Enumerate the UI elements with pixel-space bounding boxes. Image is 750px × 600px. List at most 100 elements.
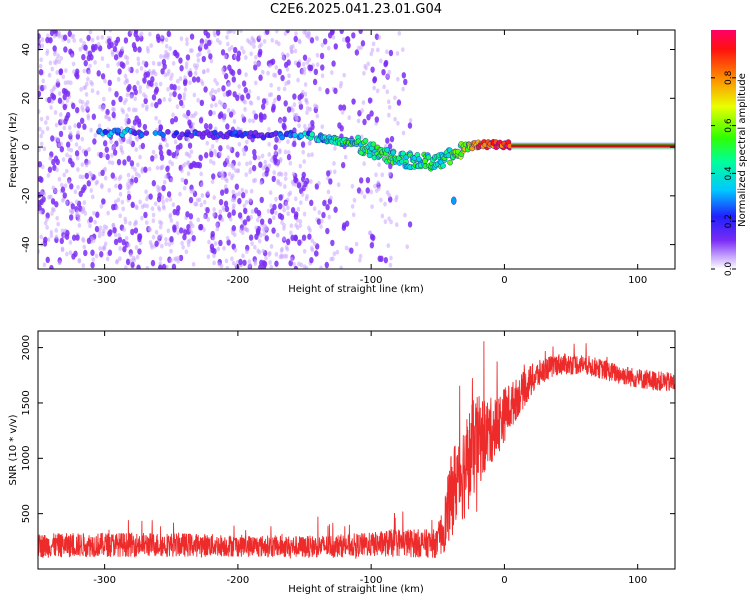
ridge-point [400, 150, 406, 157]
noise-point [379, 197, 383, 203]
noise-point [387, 171, 392, 177]
noise-point [184, 249, 189, 255]
noise-point [65, 111, 71, 119]
noise-point [251, 164, 257, 172]
noise-point [156, 195, 162, 203]
ridge-point [362, 137, 369, 144]
noise-point [360, 108, 364, 113]
noise-point [70, 53, 74, 59]
noise-point [38, 90, 42, 98]
noise-point [94, 180, 99, 186]
noise-point [42, 262, 47, 268]
noise-point [198, 224, 203, 231]
noise-point [52, 33, 57, 39]
noise-point [296, 77, 300, 83]
noise-point [188, 196, 194, 204]
noise-point [73, 189, 78, 195]
noise-point [41, 78, 46, 84]
noise-point [126, 172, 131, 178]
noise-point [271, 103, 276, 111]
noise-point [309, 256, 314, 264]
noise-point [220, 49, 226, 56]
noise-point [90, 88, 95, 94]
noise-point [124, 265, 128, 269]
noise-point [40, 129, 45, 135]
noise-point [222, 117, 226, 123]
noise-point [365, 187, 370, 194]
noise-point [100, 56, 105, 62]
noise-point [251, 178, 256, 184]
noise-point [283, 100, 288, 107]
noise-point [44, 217, 49, 223]
noise-point [113, 238, 119, 246]
noise-point [352, 197, 357, 203]
noise-point [123, 80, 128, 86]
noise-point [101, 104, 106, 110]
noise-point [203, 43, 209, 50]
noise-point [151, 180, 157, 187]
noise-point [219, 189, 225, 196]
noise-point [130, 228, 135, 236]
noise-point [126, 85, 131, 93]
noise-point [377, 162, 381, 168]
noise-point [396, 99, 402, 106]
noise-point [111, 99, 116, 107]
noise-point [244, 172, 249, 178]
noise-point [185, 54, 191, 61]
noise-point [145, 104, 149, 110]
noise-point [199, 202, 204, 208]
noise-point [298, 100, 302, 106]
noise-point [253, 113, 259, 120]
noise-point [117, 236, 123, 243]
noise-point [45, 115, 50, 121]
noise-point [178, 191, 182, 197]
noise-point [330, 70, 334, 75]
noise-point [129, 160, 135, 167]
noise-point [154, 115, 158, 121]
noise-point [63, 80, 68, 86]
noise-point [160, 34, 164, 40]
noise-point [269, 157, 274, 163]
noise-point [278, 194, 283, 201]
ridge-point [165, 129, 171, 135]
colorbar-label: Normalized spectral amplitude [737, 73, 748, 227]
noise-point [96, 42, 101, 47]
noise-point [63, 118, 68, 125]
noise-point [223, 176, 228, 182]
noise-point [188, 70, 193, 78]
noise-point [260, 153, 265, 159]
noise-point [249, 214, 253, 220]
noise-point [168, 159, 172, 165]
noise-point [175, 78, 180, 84]
noise-point [247, 39, 252, 45]
noise-point [351, 32, 356, 39]
noise-point [282, 184, 287, 189]
noise-point [393, 95, 397, 101]
noise-point [394, 222, 399, 228]
noise-point [356, 45, 361, 51]
noise-point [38, 68, 44, 76]
noise-point [69, 183, 74, 190]
noise-point [363, 63, 367, 69]
noise-point [244, 72, 248, 78]
noise-point [164, 174, 168, 180]
noise-point [169, 218, 174, 223]
noise-point [162, 179, 167, 185]
noise-point [187, 119, 192, 126]
noise-point [248, 197, 252, 203]
noise-point [39, 141, 44, 147]
noise-point [62, 192, 67, 199]
noise-point [72, 38, 76, 43]
noise-point [170, 117, 175, 125]
noise-point [285, 238, 291, 246]
noise-point [77, 223, 82, 228]
noise-point [39, 57, 43, 63]
noise-point [375, 88, 380, 94]
noise-point [298, 163, 303, 169]
noise-point [272, 170, 276, 175]
noise-point [86, 115, 91, 121]
noise-point [188, 227, 193, 233]
noise-point [329, 30, 335, 36]
noise-point [136, 264, 141, 269]
noise-point [387, 216, 391, 222]
